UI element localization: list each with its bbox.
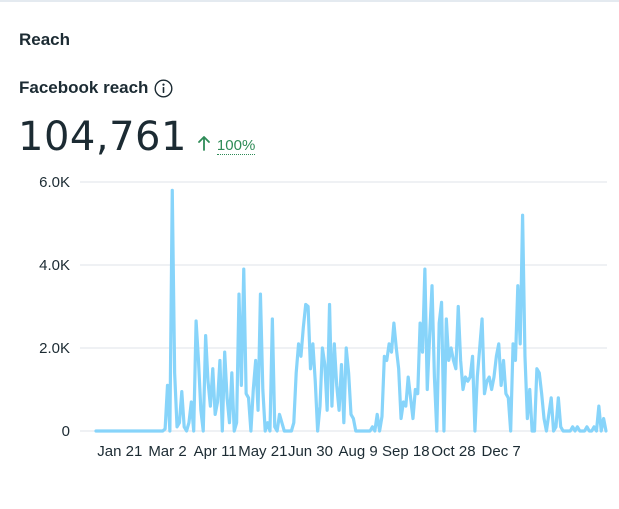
metric-value: 104,761	[18, 114, 187, 160]
arrow-up-icon	[197, 135, 211, 151]
x-tick-label: Sep 18	[382, 443, 430, 460]
x-tick-label: Oct 28	[431, 443, 475, 460]
reach-series-line	[94, 188, 608, 433]
x-tick-label: Mar 2	[148, 443, 186, 460]
x-tick-label: Jan 21	[97, 443, 142, 460]
x-tick-label: Jun 30	[288, 443, 333, 460]
y-tick-label: 6.0K	[39, 174, 70, 191]
metric-title: Facebook reach	[19, 78, 149, 97]
metric-change[interactable]: 100%	[216, 137, 256, 155]
y-tick-label: 2.0K	[39, 340, 70, 357]
x-tick-label: Apr 11	[194, 443, 237, 460]
reach-line-chart: 0 2.0K 4.0K 6.0K Jan 21 Mar 2 Apr 11 May 21 Jun …	[39, 174, 608, 460]
x-tick-label: May 21	[238, 443, 287, 460]
section-title: Reach	[19, 30, 71, 49]
y-tick-label: 0	[62, 423, 70, 440]
y-tick-label: 4.0K	[39, 257, 70, 274]
x-tick-label: Aug 9	[339, 443, 378, 460]
metric-value-row: 104,761 100%	[18, 114, 256, 160]
metric-header: Facebook reach	[19, 78, 173, 98]
info-icon[interactable]	[154, 78, 173, 98]
x-tick-label: Dec 7	[482, 443, 521, 460]
